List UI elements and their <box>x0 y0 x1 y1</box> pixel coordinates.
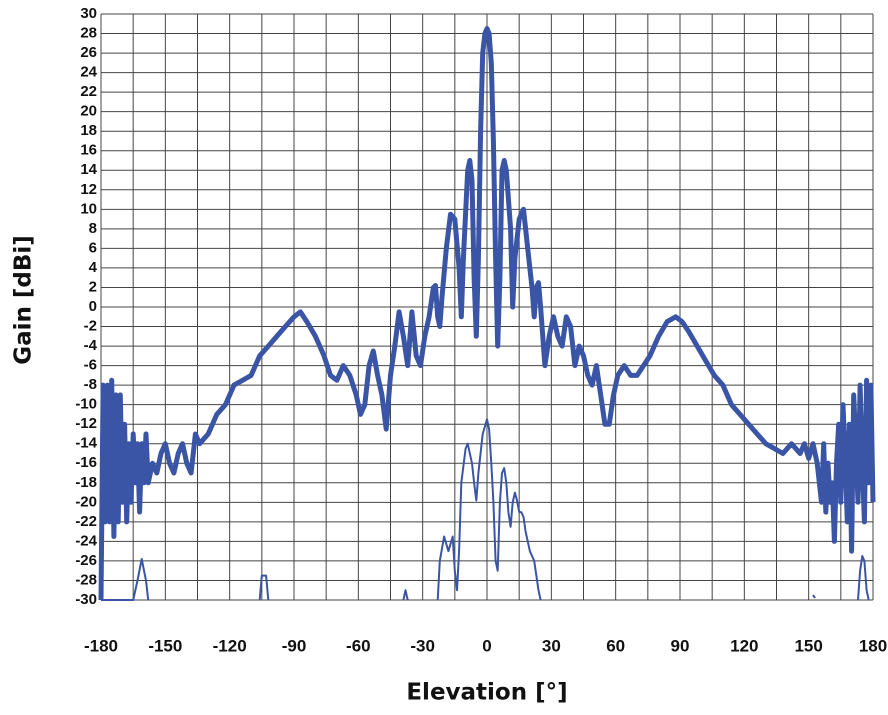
y-tick-label: -4 <box>84 337 98 354</box>
x-tick-label: 30 <box>542 636 561 655</box>
y-tick-label: -22 <box>75 513 97 530</box>
x-tick-label: -150 <box>148 636 182 655</box>
x-tick-label: 0 <box>482 636 491 655</box>
x-tick-label: -60 <box>346 636 371 655</box>
y-tick-label: -24 <box>75 532 97 549</box>
x-tick-label: -90 <box>282 636 307 655</box>
y-tick-label: -28 <box>75 571 97 588</box>
x-tick-label: -30 <box>410 636 435 655</box>
y-tick-label: 30 <box>80 5 97 22</box>
y-tick-label: 8 <box>89 220 97 237</box>
x-tick-label: 180 <box>859 636 887 655</box>
y-tick-label: -6 <box>84 357 97 374</box>
y-tick-label: -18 <box>75 474 97 491</box>
y-tick-label: 16 <box>80 142 97 159</box>
y-tick-label: -16 <box>75 454 97 471</box>
y-tick-label: 24 <box>80 64 97 81</box>
x-tick-label: 90 <box>671 636 690 655</box>
y-tick-label: -2 <box>84 318 97 335</box>
y-tick-label: 26 <box>80 44 97 61</box>
y-tick-label: -14 <box>75 435 97 452</box>
y-tick-label: -12 <box>75 415 97 432</box>
y-tick-label: 10 <box>80 200 97 217</box>
x-axis-title: Elevation [°] <box>406 680 567 706</box>
x-tick-label: -180 <box>84 636 118 655</box>
y-tick-label: 18 <box>80 122 97 139</box>
y-tick-label: 12 <box>80 181 97 198</box>
y-tick-label: 14 <box>80 161 97 178</box>
x-tick-label: 150 <box>794 636 822 655</box>
y-tick-label: -20 <box>75 493 97 510</box>
x-tick-label: 120 <box>730 636 758 655</box>
x-tick-label: -120 <box>213 636 247 655</box>
y-tick-label: 4 <box>89 259 98 276</box>
series-line <box>98 26 876 601</box>
y-tick-label: -26 <box>75 552 97 569</box>
y-tick-label: 20 <box>80 103 97 120</box>
series-line <box>101 418 870 601</box>
y-tick-label: -30 <box>75 591 97 608</box>
x-tick-label: 60 <box>606 636 625 655</box>
y-tick-label: -10 <box>75 396 97 413</box>
y-tick-label: 28 <box>80 25 97 42</box>
y-tick-label: 2 <box>89 278 97 295</box>
y-axis-title: Gain [dBi] <box>11 235 37 365</box>
y-tick-label: 22 <box>80 83 97 100</box>
y-tick-label: 0 <box>89 298 97 315</box>
y-tick-label: 6 <box>89 239 97 256</box>
y-tick-label: -8 <box>84 376 97 393</box>
